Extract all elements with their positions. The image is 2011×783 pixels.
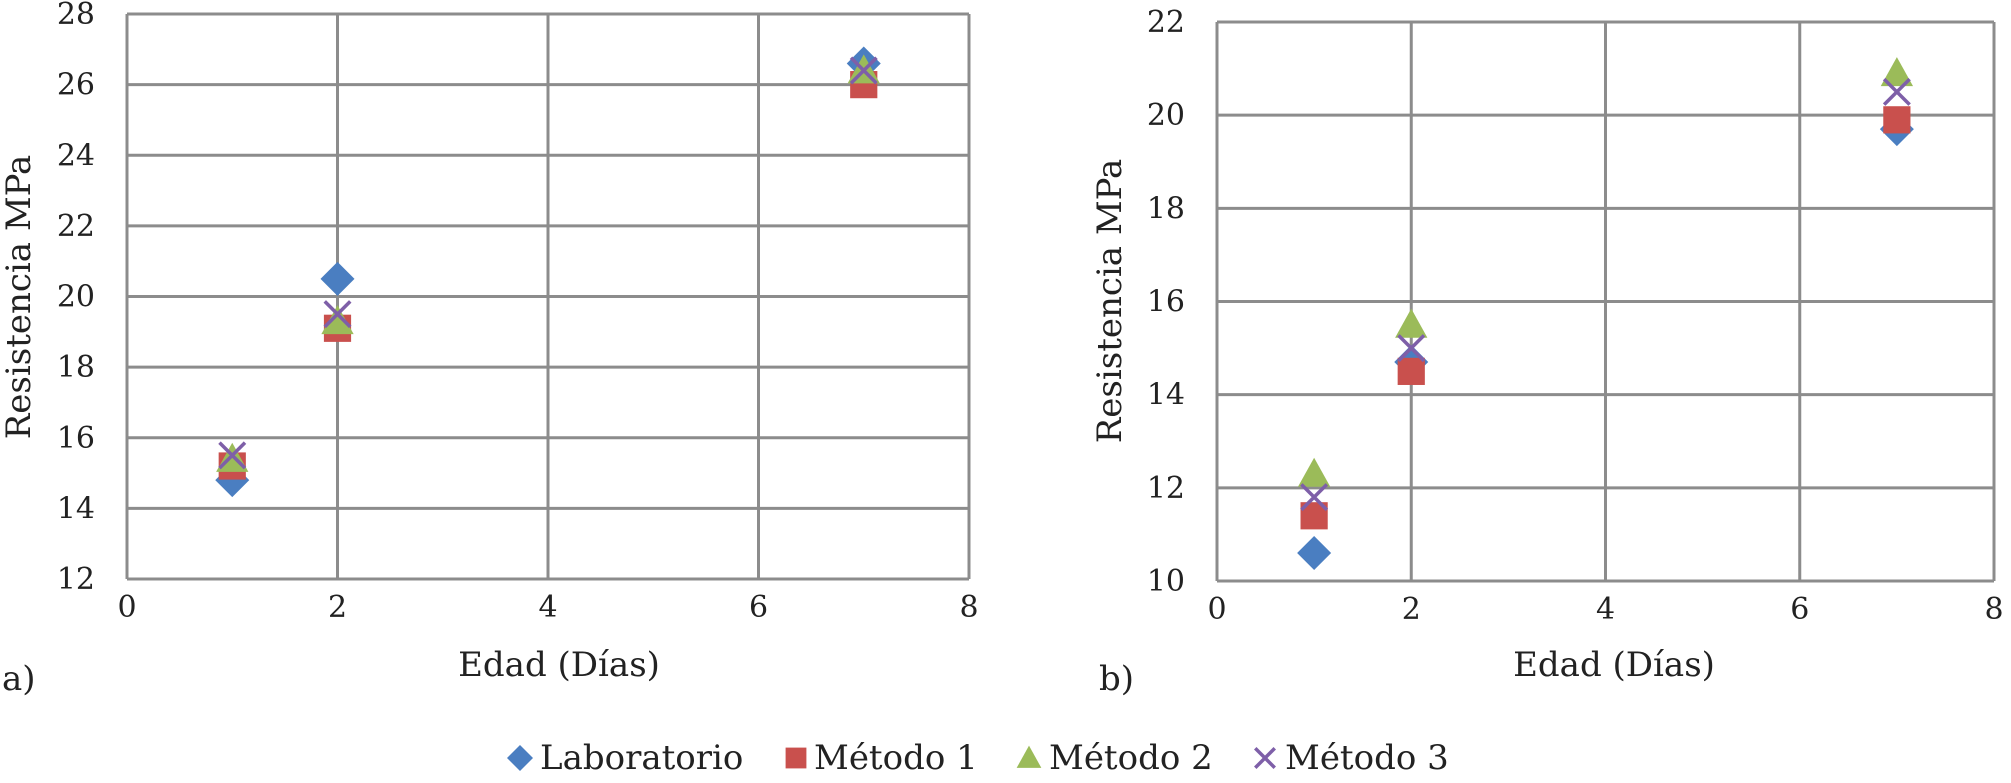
chart-b-point-metodo-1 (1883, 106, 1911, 134)
chart-b-y-tick-label: 16 (1147, 285, 1185, 320)
chart-b-marks (1297, 57, 1914, 571)
chart-b-panel-label: b) (1099, 659, 1134, 699)
chart-b-y-tick-label: 22 (1147, 5, 1185, 40)
legend-symbol-metodo-2 (1016, 745, 1042, 768)
legend-item-metodo-2: Método 2 (1016, 738, 1213, 778)
legend-label-metodo-1: Método 1 (814, 738, 978, 778)
chart-a-y-tick-label: 16 (57, 421, 95, 456)
legend-label-laboratorio: Laboratorio (540, 738, 743, 778)
chart-b-x-tick-label: 0 (1207, 592, 1226, 627)
chart-b-point-metodo-3 (1300, 483, 1329, 512)
legend-label-metodo-3: Método 3 (1285, 738, 1449, 778)
legend-marker-laboratorio (507, 745, 533, 771)
chart-b-point-metodo-2 (1880, 57, 1914, 87)
chart-a-y-tick-label: 14 (57, 491, 95, 526)
chart-a-point-metodo-3 (323, 300, 352, 329)
chart-a-y-axis-title: Resistencia MPa (0, 155, 39, 440)
chart-b-x-tick-label: 6 (1790, 592, 1809, 627)
chart-b-point-laboratorio (1297, 536, 1332, 571)
chart-b-point-metodo-3 (1882, 77, 1911, 106)
chart-a-x-axis-title: Edad (Días) (458, 645, 660, 685)
chart-a-point-metodo-3 (218, 441, 247, 470)
chart-a-panel-label: a) (2, 659, 36, 699)
chart-b-point-metodo-2 (1297, 457, 1331, 487)
chart-b-point-metodo-2 (1395, 308, 1428, 338)
chart-a-y-tick-label: 20 (57, 280, 95, 315)
chart-b-y-tick-label: 18 (1147, 191, 1185, 226)
chart-a-y-tick-label: 26 (57, 68, 95, 103)
chart-a-x-tick-label: 2 (328, 590, 347, 625)
chart-a-marks (215, 46, 881, 498)
legend: Laboratorio Método 1 Método 2 Método 3 (507, 738, 1449, 778)
chart-a-grid (125, 12, 971, 581)
legend-symbol-laboratorio (507, 745, 533, 771)
chart-b-x-axis-title: Edad (Días) (1513, 645, 1715, 685)
chart-a-x-tick-label: 0 (117, 590, 136, 625)
chart-a-y-tick-label: 28 (57, 0, 95, 32)
chart-b-series-metodo-3 (1300, 77, 1911, 512)
chart-b-x-tick-label: 4 (1596, 592, 1615, 627)
chart-a-x-tick-label: 4 (538, 590, 557, 625)
chart-a-y-tick-label: 12 (57, 562, 95, 597)
chart-a-y-tick-label: 22 (57, 209, 95, 244)
chart-b-point-metodo-1 (1397, 357, 1425, 385)
chart-a-y-tick-label: 18 (57, 350, 95, 385)
chart-b-x-tick-label: 2 (1402, 592, 1421, 627)
chart-a-point-laboratorio (320, 261, 355, 296)
legend-item-laboratorio: Laboratorio (507, 738, 743, 778)
legend-item-metodo-1: Método 1 (785, 738, 978, 778)
chart-a-point-metodo-3 (849, 56, 878, 85)
chart-b-series-metodo-2 (1297, 57, 1914, 487)
legend-symbol-metodo-1 (785, 747, 807, 769)
chart-a-x-tick-label: 6 (749, 590, 768, 625)
chart-b-y-tick-label: 14 (1147, 378, 1185, 413)
chart-b-y-tick-label: 10 (1147, 564, 1185, 599)
legend-label-metodo-2: Método 2 (1049, 738, 1213, 778)
chart-a-x-tick-label: 8 (959, 590, 978, 625)
chart-a-point-metodo-2 (321, 305, 354, 335)
chart-b-x-tick-label: 8 (1984, 592, 2003, 627)
chart-a-series-metodo-3 (218, 56, 878, 470)
chart-b-y-tick-label: 12 (1147, 471, 1185, 506)
chart-b-ticks: 0 2 4 6 8 10 12 14 16 18 20 22 (1147, 5, 2004, 627)
legend-marker-metodo-2 (1016, 745, 1042, 768)
legend-marker-metodo-3 (1254, 747, 1276, 769)
chart-b-y-tick-label: 20 (1147, 98, 1185, 133)
chart-b-grid (1215, 20, 1996, 583)
legend-item-metodo-3: Método 3 (1254, 738, 1449, 778)
chart-b: 0 2 4 6 8 10 12 14 16 18 20 22 Edad (Días) Resisten… (1090, 5, 2004, 699)
legend-marker-metodo-1 (785, 747, 807, 769)
chart-b-point-metodo-3 (1397, 334, 1426, 363)
chart-a-y-tick-label: 24 (57, 138, 95, 173)
chart-b-y-axis-title: Resistencia MPa (1090, 159, 1130, 444)
legend-symbol-metodo-3 (1254, 747, 1276, 769)
